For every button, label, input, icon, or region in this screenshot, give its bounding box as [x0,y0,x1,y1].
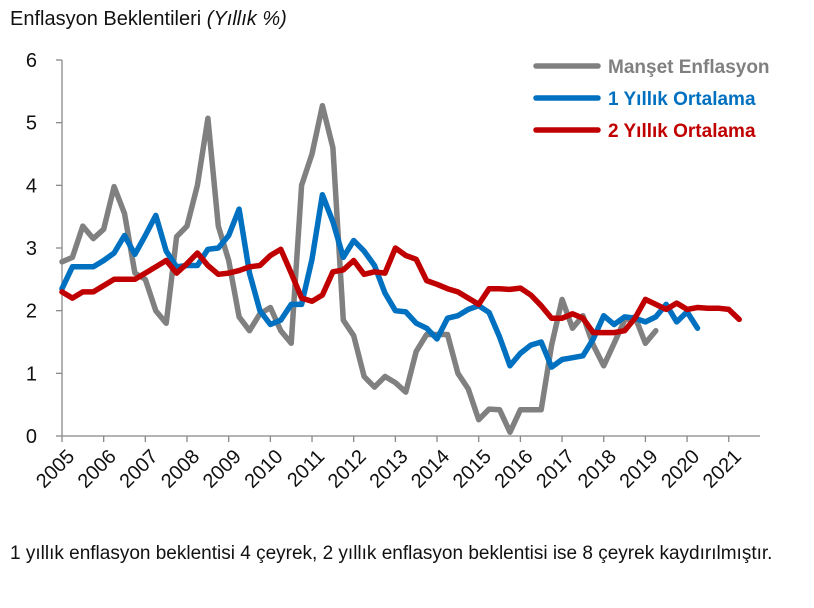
x-tick-label: 2012 [324,446,371,493]
y-tick-label: 1 [26,363,37,385]
y-tick-label: 0 [26,426,37,448]
series-2 [59,191,701,370]
chart-series [59,102,742,435]
series-3 [59,245,742,336]
chart-title: Enflasyon Beklentileri (Yıllık %) [10,8,287,31]
x-tick-label: 2018 [574,446,621,493]
series-line [59,102,659,435]
x-tick-label: 2006 [74,446,121,493]
x-tick-label: 2019 [616,446,663,493]
series-line [59,191,701,370]
y-tick-label: 5 [26,113,37,135]
line-chart: 0123456200520062007200820092010201120122… [26,50,770,493]
chart-title-unit: (Yıllık %) [206,8,287,30]
y-tick-label: 3 [26,238,37,260]
chart-legend: Manşet Enflasyon 1 Yıllık Ortalama 2 Yıllı… [533,57,770,142]
x-tick-label: 2017 [532,446,579,493]
x-tick-label: 2015 [449,446,496,493]
series-1 [59,102,659,435]
x-tick-label: 2016 [491,446,538,493]
x-tick-label: 2007 [115,446,162,493]
legend-label: Manşet Enflasyon [608,57,770,78]
x-tick-label: 2020 [657,446,704,493]
y-tick-label: 6 [26,50,37,72]
y-tick-label: 2 [26,301,37,323]
x-tick-label: 2008 [157,446,204,493]
chart-footnote: 1 yıllık enflasyon beklentisi 4 çeyrek, … [10,543,773,564]
x-tick-label: 2009 [199,446,246,493]
x-tick-label: 2010 [240,446,287,493]
series-line [59,245,742,336]
x-tick-label: 2011 [283,446,329,492]
x-tick-label: 2005 [32,446,79,493]
y-tick-label: 4 [26,175,37,197]
chart-title-main: Enflasyon Beklentileri [10,8,202,30]
x-tick-label: 2013 [365,446,412,493]
legend-label: 2 Yıllık Ortalama [608,121,756,142]
x-tick-label: 2021 [699,446,746,493]
x-tick-label: 2014 [407,446,454,493]
legend-label: 1 Yıllık Ortalama [608,89,756,110]
